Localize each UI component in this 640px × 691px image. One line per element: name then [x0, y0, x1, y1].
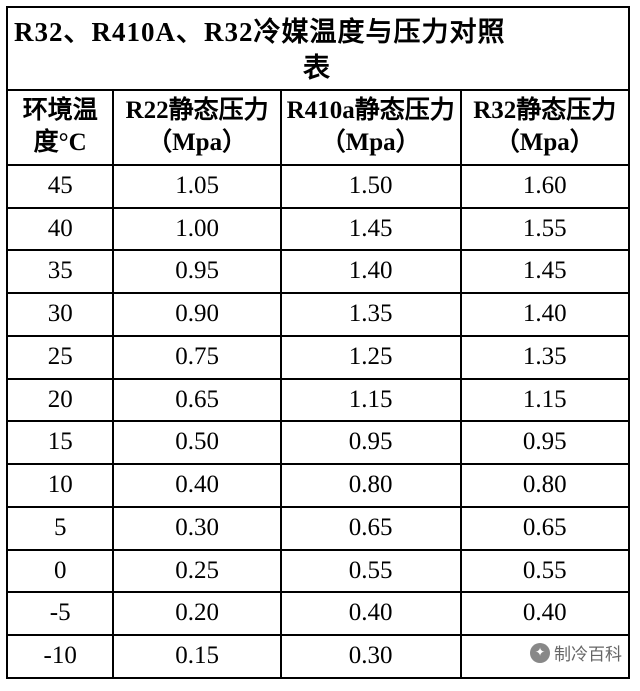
table-row: 200.651.151.15: [8, 379, 628, 422]
table-title: R32、R410A、R32冷媒温度与压力对照 表: [8, 8, 628, 91]
table-cell: 0.90: [113, 293, 280, 336]
table-cell: 1.60: [461, 165, 628, 208]
table-cell: 0.50: [113, 421, 280, 464]
table-cell: 0.95: [281, 421, 461, 464]
table-cell: 20: [8, 379, 113, 422]
table-cell: 0.40: [281, 592, 461, 635]
header-row: 环境温度°C R22静态压力（Mpa） R410a静态压力（Mpa） R32静态…: [8, 91, 628, 165]
table-body: 451.051.501.60401.001.451.55350.951.401.…: [8, 165, 628, 677]
table-cell: 35: [8, 250, 113, 293]
table-cell: 1.45: [461, 250, 628, 293]
table-row: 451.051.501.60: [8, 165, 628, 208]
col-header-r22: R22静态压力（Mpa）: [113, 91, 280, 165]
table-row: 150.500.950.95: [8, 421, 628, 464]
table-cell: 40: [8, 208, 113, 251]
table-cell: 1.45: [281, 208, 461, 251]
table-cell: -5: [8, 592, 113, 635]
table-cell: 0.95: [113, 250, 280, 293]
table-cell: 0.25: [113, 550, 280, 593]
table-cell: 0.20: [113, 592, 280, 635]
table-cell: 0.40: [113, 464, 280, 507]
table-cell: 0.95: [461, 421, 628, 464]
watermark: ✦ 制冷百科: [530, 640, 622, 665]
watermark-icon: ✦: [530, 643, 550, 663]
table-cell: 1.15: [281, 379, 461, 422]
pressure-table: 环境温度°C R22静态压力（Mpa） R410a静态压力（Mpa） R32静态…: [8, 91, 628, 677]
table-cell: 0.65: [113, 379, 280, 422]
table-cell: 25: [8, 336, 113, 379]
table-cell: 0.65: [281, 507, 461, 550]
table-cell: 45: [8, 165, 113, 208]
table-cell: 0.75: [113, 336, 280, 379]
table-cell: 0.30: [113, 507, 280, 550]
table-cell: 1.55: [461, 208, 628, 251]
table-cell: 0.80: [281, 464, 461, 507]
table-cell: 0.15: [113, 635, 280, 677]
table-cell: 1.25: [281, 336, 461, 379]
table-cell: 0.65: [461, 507, 628, 550]
table-row: 50.300.650.65: [8, 507, 628, 550]
table-cell: 1.35: [281, 293, 461, 336]
title-line-2: 表: [14, 50, 620, 86]
table-row: -50.200.400.40: [8, 592, 628, 635]
table-cell: 30: [8, 293, 113, 336]
table-cell: 0.55: [461, 550, 628, 593]
table-cell: 15: [8, 421, 113, 464]
table-row: 00.250.550.55: [8, 550, 628, 593]
title-line-1: R32、R410A、R32冷媒温度与压力对照: [14, 14, 620, 50]
watermark-text: 制冷百科: [554, 640, 622, 665]
table-row: 250.751.251.35: [8, 336, 628, 379]
col-header-r410a: R410a静态压力（Mpa）: [281, 91, 461, 165]
table-cell: 5: [8, 507, 113, 550]
table-row: 350.951.401.45: [8, 250, 628, 293]
table-cell: 0.40: [461, 592, 628, 635]
table-cell: 1.35: [461, 336, 628, 379]
table-cell: -10: [8, 635, 113, 677]
table-cell: 1.40: [461, 293, 628, 336]
table-cell: 1.15: [461, 379, 628, 422]
table-row: 401.001.451.55: [8, 208, 628, 251]
col-header-r32: R32静态压力（Mpa）: [461, 91, 628, 165]
table-cell: 0: [8, 550, 113, 593]
table-cell: 0.80: [461, 464, 628, 507]
table-row: 100.400.800.80: [8, 464, 628, 507]
col-header-temp: 环境温度°C: [8, 91, 113, 165]
table-cell: 10: [8, 464, 113, 507]
pressure-table-container: R32、R410A、R32冷媒温度与压力对照 表 环境温度°C R22静态压力（…: [6, 6, 630, 679]
table-row: 300.901.351.40: [8, 293, 628, 336]
table-cell: 1.50: [281, 165, 461, 208]
table-cell: 1.05: [113, 165, 280, 208]
table-cell: 1.00: [113, 208, 280, 251]
table-cell: 0.30: [281, 635, 461, 677]
table-cell: 0.55: [281, 550, 461, 593]
table-cell: 1.40: [281, 250, 461, 293]
